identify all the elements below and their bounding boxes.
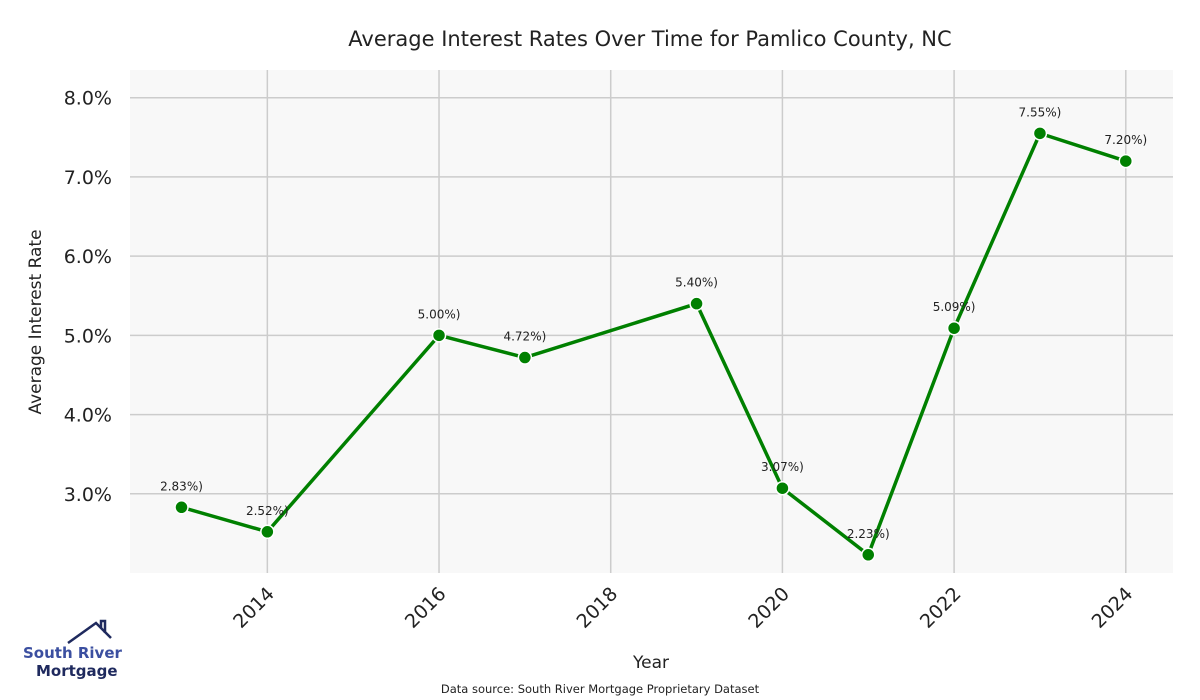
x-tick-label: 2016	[401, 583, 451, 633]
logo-text-1: South River	[23, 644, 123, 662]
logo-text-2: Mortgage	[36, 662, 118, 680]
series-line	[181, 131, 1127, 558]
x-tick-label: 2014	[229, 583, 279, 633]
data-label: 4.72%)	[503, 330, 546, 344]
y-axis-label: Average Interest Rate	[26, 229, 46, 414]
y-tick-label: 5.0%	[64, 325, 112, 347]
y-tick-label: 6.0%	[64, 246, 112, 268]
x-tick-label: 2020	[744, 583, 794, 633]
data-label: 7.20%)	[1104, 133, 1147, 147]
x-tick-label: 2024	[1088, 583, 1138, 633]
data-point	[861, 547, 876, 563]
data-point	[946, 320, 962, 336]
data-label: 2.23%)	[847, 527, 890, 541]
data-point	[431, 328, 447, 343]
y-tick-label: 7.0%	[64, 167, 112, 189]
x-axis-label: Year	[632, 653, 669, 673]
data-point	[260, 524, 275, 540]
y-tick-label: 4.0%	[64, 405, 112, 427]
logo: South River Mortgage	[23, 619, 123, 680]
data-label: 5.00%)	[418, 307, 461, 321]
data-label: 7.55%)	[1019, 105, 1062, 119]
data-source: Data source: South River Mortgage Propri…	[441, 682, 760, 696]
chart-title: Average Interest Rates Over Time for Pam…	[348, 27, 951, 51]
data-point	[775, 480, 790, 496]
data-point	[517, 350, 533, 365]
data-point	[1032, 126, 1048, 141]
y-tick-label: 3.0%	[64, 484, 112, 506]
data-point	[174, 500, 189, 515]
data-label: 5.09%)	[933, 300, 976, 314]
data-point	[689, 296, 704, 311]
data-label: 5.40%)	[675, 276, 718, 290]
data-label: 2.52%)	[246, 504, 289, 518]
y-tick-label: 8.0%	[64, 88, 112, 110]
plot-area	[130, 70, 1173, 573]
data-label: 3.07%)	[761, 460, 804, 474]
data-label: 2.83%)	[160, 479, 203, 493]
x-tick-label: 2018	[573, 583, 623, 633]
x-tick-label: 2022	[916, 583, 966, 633]
data-point	[1118, 153, 1134, 169]
